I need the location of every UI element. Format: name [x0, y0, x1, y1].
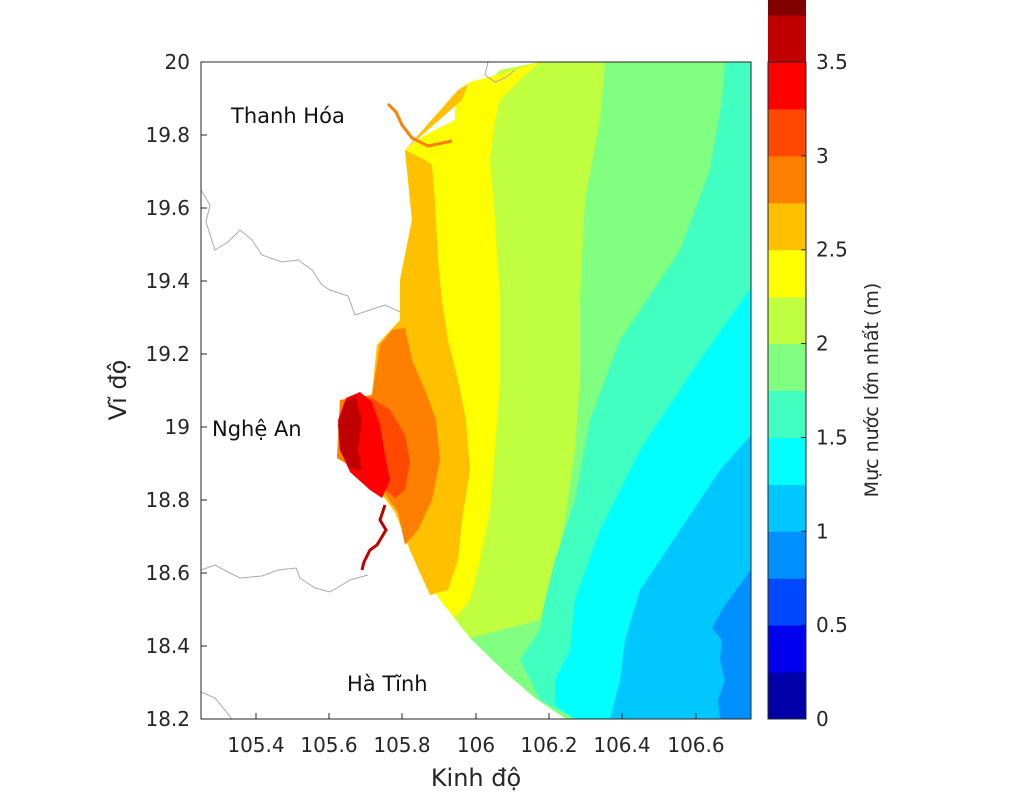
boundary-north [201, 189, 401, 316]
colorbar-tick-label: 3.5 [816, 50, 848, 74]
boundary-south [201, 564, 369, 593]
x-tick-label: 105.4 [227, 733, 284, 757]
colorbar-swatch [768, 0, 806, 16]
colorbar-swatch [768, 15, 806, 63]
coast-top [484, 62, 516, 83]
colorbar-swatch [768, 625, 806, 673]
boundary-sw [201, 691, 233, 719]
colorbar-tick-label: 1.5 [816, 425, 848, 449]
x-tick-label: 105.6 [300, 733, 357, 757]
y-axis-label: Vĩ độ [104, 360, 132, 421]
place-label-ha-tinh: Hà Tĩnh [347, 672, 428, 696]
colorbar-swatch [768, 390, 806, 438]
band-0.75-1.0 [610, 435, 751, 719]
tick-marks [201, 61, 697, 720]
colorbar-ticks: 0 0.5 1 1.5 2 2.5 3 3.5 [801, 50, 848, 731]
colorbar-swatch [768, 62, 806, 110]
province-boundaries [201, 62, 516, 719]
x-tick-label: 106 [457, 733, 495, 757]
y-tick-label: 19.6 [145, 196, 190, 220]
y-tick-label: 19.4 [145, 269, 190, 293]
colorbar-swatch [768, 578, 806, 626]
rivers [360, 102, 453, 571]
contour-bands [337, 62, 751, 719]
colorbar-swatch [768, 672, 806, 720]
colorbar-tick-label: 2 [816, 332, 829, 356]
y-tick-label: 18.2 [145, 707, 190, 731]
colorbar-swatch [768, 108, 806, 157]
colorbar-label: Mực nước lớn nhất (m) [861, 283, 883, 498]
colorbar-swatch [768, 531, 806, 579]
y-tick-label: 19.2 [145, 342, 190, 366]
colorbar-tick-label: 0.5 [816, 613, 848, 637]
colorbar-frame [767, 61, 807, 720]
colorbar-swatches [768, 0, 806, 720]
colorbar-tick-label: 3 [816, 144, 829, 168]
place-label-nghe-an: Nghệ An [212, 417, 302, 441]
y-tick-label: 19.8 [145, 123, 190, 147]
y-tick-label: 18.6 [145, 561, 190, 585]
colorbar-tick-label: 2.5 [816, 238, 848, 262]
colorbar-swatch [768, 202, 806, 251]
band-3.25-3.5 [338, 395, 362, 470]
y-tick-label: 20 [165, 50, 190, 74]
y-tick-label: 19 [165, 415, 190, 439]
colorbar-swatch [768, 155, 806, 204]
x-axis-label: Kinh độ [431, 764, 521, 792]
colorbar-swatch [768, 484, 806, 532]
x-tick-label: 106.6 [667, 733, 724, 757]
x-tick-label: 105.8 [373, 733, 430, 757]
x-tick-label: 106.4 [593, 733, 650, 757]
band-0.5-0.75 [712, 570, 751, 719]
y-tick-label: 18.4 [145, 634, 190, 658]
river-thanh-hoa [386, 102, 453, 148]
colorbar-tick-label: 0 [816, 707, 829, 731]
y-tick-label: 18.8 [145, 488, 190, 512]
colorbar-swatch [768, 249, 806, 298]
river-nghe-an [360, 504, 388, 571]
colorbar-tick-label: 1 [816, 519, 829, 543]
colorbar-swatch [768, 437, 806, 485]
x-tick-label: 106.2 [520, 733, 577, 757]
colorbar-swatch [768, 296, 806, 345]
colorbar-swatch [768, 343, 806, 391]
colorbar: 0 0.5 1 1.5 2 2.5 3 3.5 Mực nước lớn nhất (m) [767, 0, 883, 731]
place-label-thanh-hoa: Thanh Hóa [230, 104, 345, 128]
